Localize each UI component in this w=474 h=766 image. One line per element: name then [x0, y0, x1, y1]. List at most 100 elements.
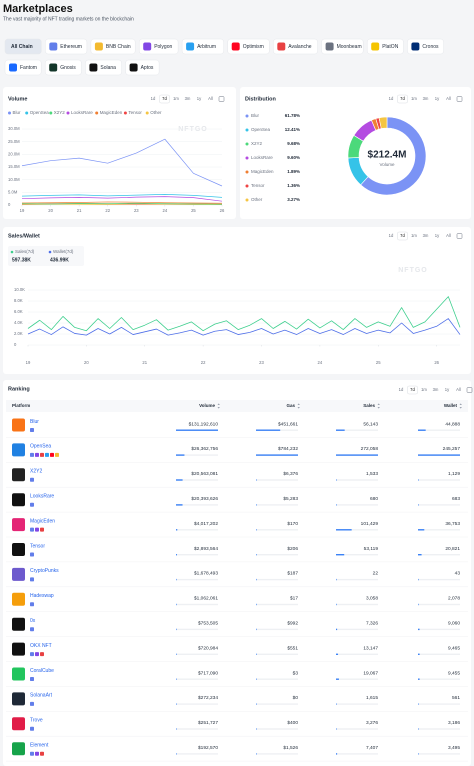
- calendar-button[interactable]: [466, 387, 473, 393]
- chain-icon: [49, 63, 58, 72]
- ranking-panel: [3, 380, 471, 766]
- y-tick-label: 20.0M: [8, 151, 20, 156]
- legend-label[interactable]: X2Y2: [54, 110, 66, 115]
- cell-value: 245,257: [443, 446, 461, 452]
- time-button[interactable]: All: [456, 387, 461, 392]
- chain-tab[interactable]: [90, 38, 136, 55]
- platform-name[interactable]: X2Y2: [30, 469, 42, 475]
- cell-value: $20,563,081: [191, 471, 218, 477]
- column-header[interactable]: Volume: [199, 403, 215, 408]
- time-button[interactable]: 1d: [399, 387, 404, 392]
- time-button[interactable]: 1d: [389, 233, 394, 238]
- platform-name[interactable]: CoralCube: [30, 668, 54, 674]
- time-button[interactable]: 1d: [151, 96, 156, 101]
- chain-label[interactable]: Solana: [100, 65, 116, 71]
- time-button[interactable]: 3m: [423, 233, 429, 238]
- time-button[interactable]: 1d: [389, 96, 394, 101]
- time-button[interactable]: 3m: [423, 96, 429, 101]
- time-button[interactable]: 3m: [185, 96, 191, 101]
- time-button[interactable]: 3m: [433, 387, 439, 392]
- time-button[interactable]: 1m: [411, 233, 417, 238]
- calendar-button[interactable]: [218, 96, 225, 102]
- platform-name[interactable]: Trove: [30, 718, 43, 724]
- legend-label[interactable]: MagicEden: [100, 110, 123, 115]
- cell-value: $206: [287, 546, 298, 552]
- time-button[interactable]: 1y: [445, 387, 450, 392]
- time-button[interactable]: 1m: [411, 96, 417, 101]
- time-button[interactable]: 7d: [400, 233, 405, 238]
- platform-name[interactable]: Blur: [30, 419, 39, 425]
- cell-value: $720,984: [198, 645, 218, 651]
- platform-icon: [12, 567, 25, 581]
- legend-label[interactable]: Other: [150, 110, 162, 115]
- calendar-button[interactable]: [456, 233, 463, 239]
- chain-label[interactable]: BNB Chain: [106, 44, 131, 50]
- chain-label[interactable]: All Chain: [11, 44, 33, 50]
- chain-tab[interactable]: [273, 38, 318, 55]
- time-button[interactable]: 1m: [421, 387, 427, 392]
- chain-label[interactable]: Optimism: [243, 44, 264, 50]
- platform-name[interactable]: Element: [30, 743, 49, 749]
- legend-label[interactable]: Blur: [13, 110, 22, 115]
- chain-label[interactable]: Fantom: [20, 65, 37, 71]
- cell-value: 22: [373, 571, 379, 577]
- platform-name[interactable]: Hadeswap: [30, 593, 54, 599]
- calendar-button[interactable]: [456, 96, 463, 102]
- chain-tab[interactable]: [4, 38, 42, 55]
- chain-label[interactable]: Moonbeam: [337, 44, 362, 50]
- legend-label[interactable]: OpenSea: [30, 110, 50, 115]
- column-header: Platform: [12, 403, 30, 408]
- chain-label[interactable]: Avalanche: [288, 44, 311, 50]
- time-button[interactable]: 7d: [410, 387, 415, 392]
- chain-label[interactable]: Cronos: [422, 44, 439, 50]
- column-header[interactable]: Wallet: [444, 403, 458, 408]
- time-button[interactable]: 1y: [197, 96, 202, 101]
- chain-icon: [9, 63, 17, 72]
- time-button[interactable]: 7d: [400, 96, 405, 101]
- platform-name[interactable]: SolanaArt: [30, 693, 53, 699]
- platform-name[interactable]: CryptoPunks: [30, 568, 59, 574]
- chain-label[interactable]: Polygon: [154, 44, 172, 50]
- x-tick-label: 25: [191, 208, 196, 213]
- time-button[interactable]: All: [446, 96, 451, 101]
- bar-track: [418, 678, 460, 680]
- chain-label[interactable]: Gnosis: [60, 65, 76, 71]
- bar-track: [336, 479, 378, 481]
- cell-value: 9,465: [448, 645, 460, 651]
- platform-name[interactable]: MagicEden: [30, 518, 55, 524]
- cell-bar: [256, 554, 257, 556]
- time-button[interactable]: 1y: [435, 233, 440, 238]
- time-button[interactable]: All: [208, 96, 213, 101]
- chain-icon: [277, 42, 286, 51]
- chain-label[interactable]: PlatON: [382, 44, 399, 50]
- time-button[interactable]: 1m: [173, 96, 179, 101]
- legend-label[interactable]: Tensor: [128, 110, 142, 115]
- platform-name[interactable]: LooksRare: [30, 494, 54, 500]
- legend-value: 1.36%: [287, 183, 300, 188]
- chain-badge: [30, 428, 34, 432]
- column-header[interactable]: Gas: [286, 403, 295, 408]
- chain-label[interactable]: Aptos: [141, 65, 154, 71]
- platform-name[interactable]: Tensor: [30, 543, 45, 549]
- chain-label[interactable]: Ethereum: [60, 44, 82, 50]
- platform-icon: [12, 717, 25, 731]
- platform-name[interactable]: OpenSea: [30, 444, 51, 450]
- bar-track: [256, 554, 298, 556]
- legend-label: Other: [251, 197, 263, 202]
- legend-label[interactable]: Wallet(7d): [53, 249, 74, 254]
- bar-track: [418, 479, 460, 481]
- platform-name[interactable]: 0x: [30, 618, 36, 624]
- bar-track: [336, 429, 378, 431]
- legend-swatch: [49, 111, 53, 115]
- legend-label[interactable]: LooksRare: [71, 110, 93, 115]
- column-header[interactable]: Sales: [363, 403, 375, 408]
- platform-name[interactable]: OKX NFT: [30, 643, 52, 649]
- time-button[interactable]: 1y: [435, 96, 440, 101]
- cell-value: 53,119: [364, 546, 379, 552]
- time-button[interactable]: 7d: [162, 96, 167, 101]
- time-button[interactable]: All: [446, 233, 451, 238]
- cell-value: $26,362,756: [191, 446, 218, 452]
- y-tick-label: 10.0M: [8, 177, 20, 182]
- legend-label[interactable]: Sales(7d): [15, 249, 35, 254]
- chain-label[interactable]: Arbitrum: [197, 44, 216, 50]
